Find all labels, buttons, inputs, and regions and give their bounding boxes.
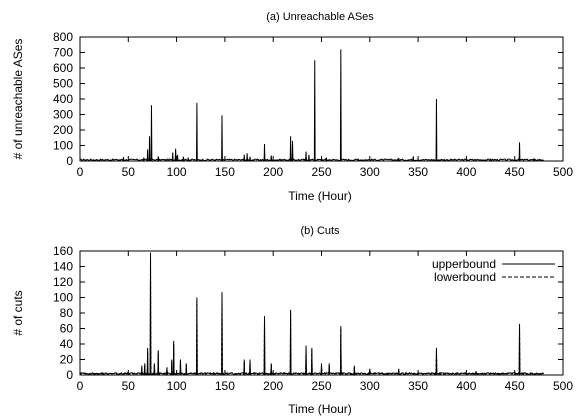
x-tick-label: 350: [408, 165, 428, 179]
y-tick-label: 20: [60, 353, 74, 367]
y-tick-label: 80: [60, 306, 74, 320]
x-tick-label: 500: [553, 379, 573, 393]
x-tick-label: 300: [360, 165, 380, 179]
x-axis-label: Time (Hour): [288, 402, 352, 416]
x-tick-label: 50: [122, 379, 136, 393]
y-tick-label: 140: [53, 260, 73, 274]
y-tick-label: 800: [53, 30, 73, 44]
plot-frame: [79, 36, 564, 162]
chart-title: (b) Cuts: [300, 225, 340, 237]
y-axis-label: # of unreachable ASes: [11, 39, 25, 160]
series-line-lowerbound: [80, 258, 545, 377]
y-tick-label: 100: [53, 139, 73, 153]
x-axis-label: Time (Hour): [288, 189, 352, 203]
x-tick-label: 50: [122, 165, 136, 179]
x-tick-label: 400: [456, 379, 476, 393]
x-tick-label: 350: [408, 379, 428, 393]
y-tick-label: 160: [53, 244, 73, 258]
x-tick-label: 200: [263, 379, 283, 393]
x-tick-label: 100: [167, 379, 187, 393]
y-axis-label: # of cuts: [11, 290, 25, 335]
x-tick-label: 100: [167, 165, 187, 179]
x-tick-label: 150: [215, 379, 235, 393]
y-tick-label: 600: [53, 61, 73, 75]
y-tick-label: 200: [53, 123, 73, 137]
x-tick-label: 300: [360, 379, 380, 393]
x-tick-label: 450: [505, 165, 525, 179]
y-tick-label: 500: [53, 77, 73, 91]
y-tick-label: 300: [53, 108, 73, 122]
series-line: [79, 49, 544, 163]
x-tick-label: 150: [215, 165, 235, 179]
y-tick-label: 0: [66, 154, 73, 168]
legend-label-upperbound: upperbound: [432, 257, 496, 271]
legend-label-lowerbound: lowerbound: [434, 270, 496, 284]
x-tick-label: 0: [77, 379, 84, 393]
y-tick-label: 60: [60, 322, 74, 336]
x-tick-label: 450: [505, 379, 525, 393]
y-tick-label: 100: [53, 291, 73, 305]
y-tick-label: 40: [60, 337, 74, 351]
y-tick-label: 120: [53, 275, 73, 289]
chart-title: (a) Unreachable ASes: [266, 11, 374, 23]
chart-panel-unreachable-ases: (a) Unreachable ASes 0100200300400500600…: [11, 11, 573, 203]
x-tick-label: 200: [263, 165, 283, 179]
y-tick-label: 700: [53, 46, 73, 60]
legend: upperbound lowerbound: [432, 257, 555, 284]
y-tick-label: 400: [53, 92, 73, 106]
x-tick-label: 500: [553, 165, 573, 179]
x-tick-label: 250: [311, 165, 331, 179]
y-tick-label: 0: [66, 368, 73, 382]
x-tick-label: 250: [311, 379, 331, 393]
x-tick-label: 0: [77, 165, 84, 179]
x-tick-label: 400: [456, 165, 476, 179]
